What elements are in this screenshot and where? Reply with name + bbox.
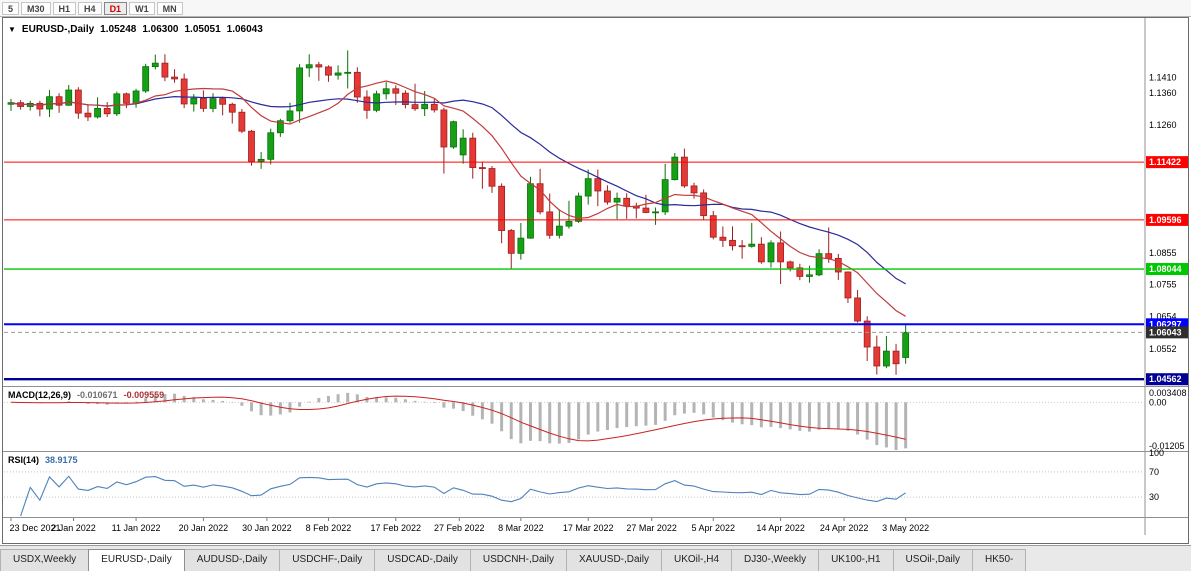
svg-text:70: 70 <box>1149 467 1159 477</box>
svg-text:-0.01205: -0.01205 <box>1149 441 1185 451</box>
svg-text:1.06043: 1.06043 <box>1149 327 1182 337</box>
svg-text:27 Mar 2022: 27 Mar 2022 <box>626 523 677 533</box>
symbol-tab-uk100-h1[interactable]: UK100-,H1 <box>818 549 894 571</box>
svg-text:1.0654: 1.0654 <box>1149 312 1177 322</box>
chart-window: 1.1410 1.1360 1.1260 1.0855 1.0755 1.0654 1.05… <box>2 17 1189 544</box>
timeframe-button-w1[interactable]: W1 <box>129 1 155 15</box>
svg-text:20 Jan 2022: 20 Jan 2022 <box>179 523 229 533</box>
symbol-tab-hk50[interactable]: HK50- <box>972 549 1027 571</box>
svg-text:1.08044: 1.08044 <box>1149 264 1182 274</box>
svg-text:1.09596: 1.09596 <box>1149 215 1182 225</box>
symbol-tabbar: USDX,Weekly EURUSD-,Daily AUDUSD-,Daily USD… <box>0 545 1191 571</box>
symbol-tab-eurusd-daily[interactable]: EURUSD-,Daily <box>88 549 185 571</box>
svg-text:1.06297: 1.06297 <box>1149 319 1182 329</box>
symbol-tab-usdcad-daily[interactable]: USDCAD-,Daily <box>374 549 471 571</box>
timeframe-button-m30[interactable]: M30 <box>21 1 51 15</box>
chart-symbol-label: EURUSD-,Daily <box>21 24 95 35</box>
chart-symbol-dropdown-icon[interactable]: ▼ <box>8 25 16 34</box>
timeframe-button-d1[interactable]: D1 <box>103 1 128 15</box>
svg-text:0.00: 0.00 <box>1149 397 1167 407</box>
timeframe-toolbar: 5 M30 H1 H4 D1 W1 MN <box>0 0 1191 17</box>
rsi-indicator-label: RSI(14) 38.9175 <box>8 455 78 465</box>
rsi-value: 38.9175 <box>45 455 78 465</box>
svg-text:8 Feb 2022: 8 Feb 2022 <box>306 523 352 533</box>
svg-text:27 Feb 2022: 27 Feb 2022 <box>434 523 485 533</box>
chart-ohlc-header: ▼ EURUSD-,Daily 1.05248 1.06300 1.05051 … <box>8 24 263 35</box>
svg-text:1.04562: 1.04562 <box>1149 374 1182 384</box>
svg-text:3 May 2022: 3 May 2022 <box>882 523 929 533</box>
ohlc-low: 1.05051 <box>184 24 221 35</box>
svg-text:1.1260: 1.1260 <box>1149 120 1177 130</box>
symbol-tab-usoil-daily[interactable]: USOil-,Daily <box>892 549 973 571</box>
ohlc-open: 1.05248 <box>100 24 137 35</box>
symbol-tab-dj30-weekly[interactable]: DJ30-,Weekly <box>731 549 820 571</box>
macd-name: MACD(12,26,9) <box>8 390 72 400</box>
svg-text:24 Apr 2022: 24 Apr 2022 <box>820 523 869 533</box>
ohlc-close: 1.06043 <box>226 24 263 35</box>
symbol-tab-ukoil-h4[interactable]: UKOil-,H4 <box>661 549 733 571</box>
symbol-tab-xauusd-daily[interactable]: XAUUSD-,Daily <box>565 549 662 571</box>
timeframe-button-h1[interactable]: H1 <box>52 1 77 15</box>
svg-text:1.1360: 1.1360 <box>1149 88 1177 98</box>
ohlc-high: 1.06300 <box>142 24 179 35</box>
macd-indicator-label: MACD(12,26,9) -0.010671 -0.009559 <box>8 390 164 400</box>
svg-text:17 Feb 2022: 17 Feb 2022 <box>371 523 422 533</box>
svg-text:0.003408: 0.003408 <box>1149 388 1187 398</box>
svg-text:1.11422: 1.11422 <box>1149 157 1181 167</box>
svg-text:1.1410: 1.1410 <box>1149 72 1177 82</box>
svg-text:23 Dec 2021: 23 Dec 2021 <box>9 523 60 533</box>
macd-signal-value: -0.009559 <box>123 390 165 400</box>
svg-text:30: 30 <box>1149 492 1159 502</box>
symbol-tab-usdx-weekly[interactable]: USDX,Weekly <box>0 549 90 571</box>
svg-text:8 Mar 2022: 8 Mar 2022 <box>498 523 544 533</box>
svg-text:11 Jan 2022: 11 Jan 2022 <box>112 523 161 533</box>
symbol-tab-usdcnh-daily[interactable]: USDCNH-,Daily <box>469 549 567 571</box>
svg-text:1.0855: 1.0855 <box>1149 248 1177 258</box>
timeframe-button-mn[interactable]: MN <box>156 1 183 15</box>
svg-text:2 Jan 2022: 2 Jan 2022 <box>51 523 96 533</box>
symbol-tab-audusd-daily[interactable]: AUDUSD-,Daily <box>183 549 281 571</box>
svg-text:14 Apr 2022: 14 Apr 2022 <box>756 523 805 533</box>
svg-text:100: 100 <box>1149 448 1164 458</box>
timeframe-button-5[interactable]: 5 <box>2 1 20 15</box>
svg-text:5 Apr 2022: 5 Apr 2022 <box>691 523 735 533</box>
rsi-name: RSI(14) <box>8 455 40 465</box>
price-chart-canvas[interactable]: 1.1410 1.1360 1.1260 1.0855 1.0755 1.0654 1.05… <box>3 18 1188 543</box>
symbol-tab-usdchf-daily[interactable]: USDCHF-,Daily <box>279 549 376 571</box>
macd-main-value: -0.010671 <box>77 390 118 400</box>
svg-text:30 Jan 2022: 30 Jan 2022 <box>242 523 292 533</box>
svg-text:1.0552: 1.0552 <box>1149 344 1177 354</box>
svg-text:1.0755: 1.0755 <box>1149 280 1177 290</box>
timeframe-button-h4[interactable]: H4 <box>78 1 102 15</box>
svg-text:17 Mar 2022: 17 Mar 2022 <box>563 523 614 533</box>
